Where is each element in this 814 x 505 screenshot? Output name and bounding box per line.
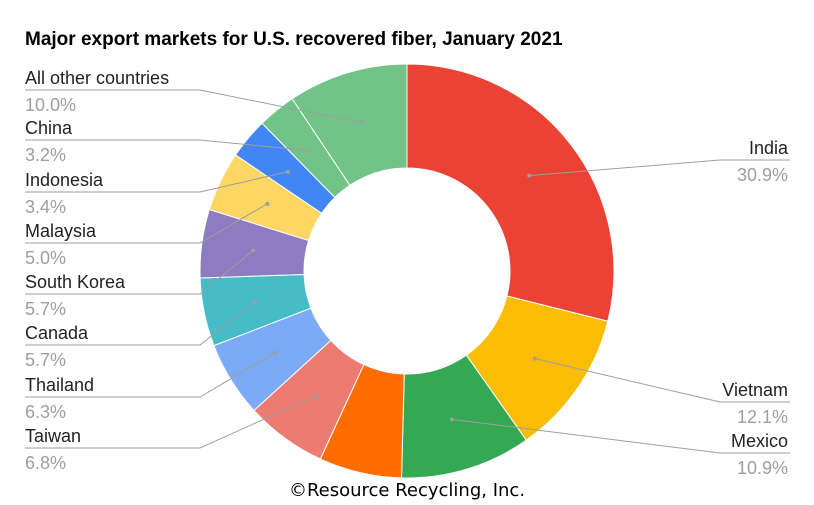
leader-line-china [25,139,310,152]
leader-dot-taiwan [313,394,318,399]
leader-line-thailand [25,352,276,398]
label-all-other-countries: All other countries [25,68,169,88]
leader-line-taiwan [25,395,316,449]
leader-dot-thailand [273,350,278,355]
leader-line-indonesia [25,171,289,193]
label-india: India [749,138,789,158]
leader-dot-vietnam [532,356,537,361]
value-label-south-korea: 5.7% [25,299,66,319]
label-vietnam: Vietnam [722,380,788,400]
label-taiwan: Taiwan [25,426,81,446]
label-south-korea: South Korea [25,272,126,292]
leader-dot-mexico [449,417,454,422]
slice-india [406,63,615,322]
leader-dot-indonesia [285,169,290,174]
label-china: China [25,118,73,138]
copyright-credit: ©Resource Recycling, Inc. [288,480,526,501]
value-label-malaysia: 5.0% [25,248,66,268]
label-thailand: Thailand [25,375,94,395]
leader-line-south-korea [25,249,254,295]
value-label-indonesia: 3.4% [25,197,66,217]
leader-dot-india [527,173,532,178]
leader-dot-china [307,148,312,153]
leader-dot-all-other-countries [360,120,365,125]
leader-dot-malaysia [265,201,270,206]
value-label-india: 30.9% [737,165,788,185]
value-label-canada: 5.7% [25,350,66,370]
label-canada: Canada [25,323,89,343]
value-label-taiwan: 6.8% [25,453,66,473]
chart-title: Major export markets for U.S. recovered … [25,29,563,50]
leader-line-india [529,159,790,177]
leader-line-mexico [451,418,790,454]
label-mexico: Mexico [731,431,788,451]
value-label-mexico: 10.9% [737,458,788,478]
leader-dot-canada [253,299,258,304]
leader-line-all-other-countries [25,89,363,124]
label-indonesia: Indonesia [25,170,104,190]
leader-line-vietnam [534,358,790,403]
leader-line-canada [25,301,256,346]
value-label-thailand: 6.3% [25,402,66,422]
value-label-all-other-countries: 10.0% [25,95,76,115]
leader-line-malaysia [25,203,268,244]
slice-all-other-countries [291,63,408,186]
value-label-vietnam: 12.1% [737,407,788,427]
leader-dot-south-korea [251,248,256,253]
value-label-china: 3.2% [25,145,66,165]
label-malaysia: Malaysia [25,221,97,241]
